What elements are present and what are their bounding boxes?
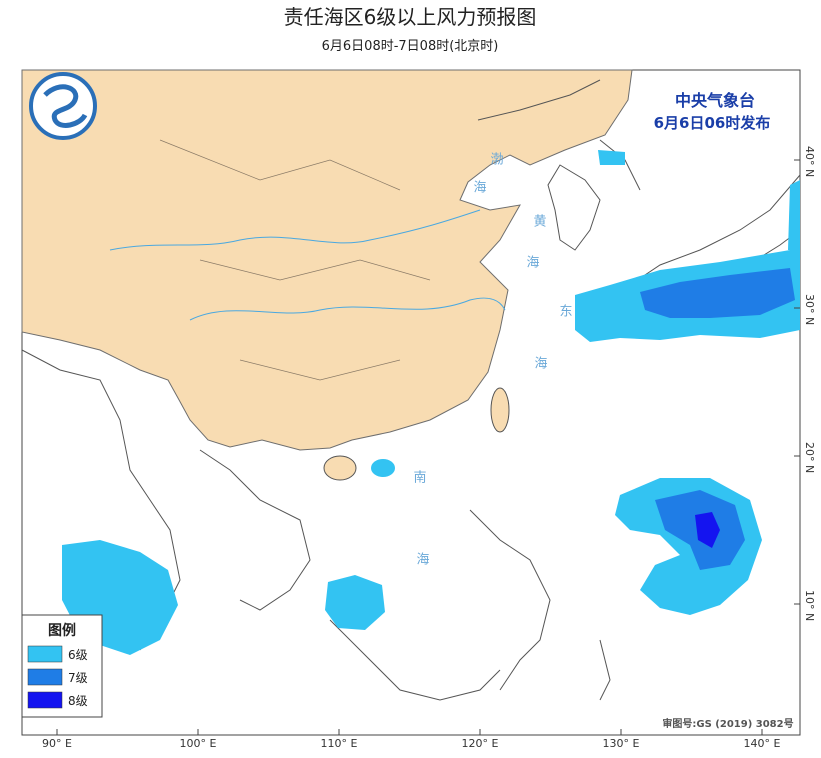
province-border (159, 139, 431, 381)
lat-label: 30° N (803, 294, 816, 325)
hainan (323, 455, 357, 481)
sea-label: 东 (559, 305, 572, 320)
wind-area-6 (788, 180, 800, 250)
lon-label: 120° E (462, 737, 499, 750)
river (109, 209, 481, 251)
approval-number: 审图号:GS (2019) 3082号 (662, 717, 793, 730)
sea-label: 海 (526, 256, 539, 271)
sea-label: 海 (416, 553, 429, 568)
legend-swatch (27, 645, 63, 663)
wind-area-8 (695, 512, 720, 548)
issuer-name: 中央气象台 (675, 91, 755, 110)
sea-label: 海 (473, 181, 486, 196)
lon-label: 140° E (744, 737, 781, 750)
wind-area-6 (598, 150, 625, 165)
korea-coast (547, 164, 601, 251)
wind-area-7 (640, 268, 795, 318)
wind-area-6 (371, 459, 395, 477)
sea-labels: 渤 海 黄 海 东 海 南 海 (413, 152, 572, 568)
legend-label: 6级 (68, 648, 88, 662)
logo (29, 72, 97, 140)
sea-label: 黄 (533, 215, 546, 230)
lon-label: 100° E (180, 737, 217, 750)
sea-label: 海 (534, 357, 547, 372)
coast (329, 619, 611, 701)
lat-label: 10° N (803, 590, 816, 621)
map-title: 责任海区6级以上风力预报图 (284, 5, 537, 29)
taiwan (490, 387, 510, 433)
sea-label: 渤 (490, 152, 503, 168)
legend-label: 7级 (68, 671, 88, 685)
lon-labels: 90° E 100° E 110° E 120° E 130° E 140° E (42, 729, 781, 750)
legend-label: 8级 (68, 694, 88, 708)
river (189, 297, 506, 321)
china-land (21, 69, 633, 451)
sea-label: 南 (413, 470, 426, 486)
legend-swatch (27, 668, 63, 686)
legend-swatch (27, 691, 63, 709)
issue-time: 6月6日06时发布 (654, 114, 771, 132)
legend: 图例 6级 7级 8级 (21, 614, 103, 718)
legend-items: 6级 7级 8级 (27, 645, 88, 709)
lon-label: 130° E (603, 737, 640, 750)
legend-title: 图例 (48, 622, 76, 639)
lon-label: 110° E (321, 737, 358, 750)
map-subtitle: 6月6日08时-7日08时(北京时) (322, 39, 499, 54)
lat-label: 20° N (803, 442, 816, 473)
lat-labels: 40° N 30° N 20° N 10° N (794, 146, 816, 621)
wind-areas (62, 150, 800, 655)
lon-label: 90° E (42, 737, 72, 750)
wind-area-6 (325, 575, 385, 630)
lat-label: 40° N (803, 146, 816, 177)
